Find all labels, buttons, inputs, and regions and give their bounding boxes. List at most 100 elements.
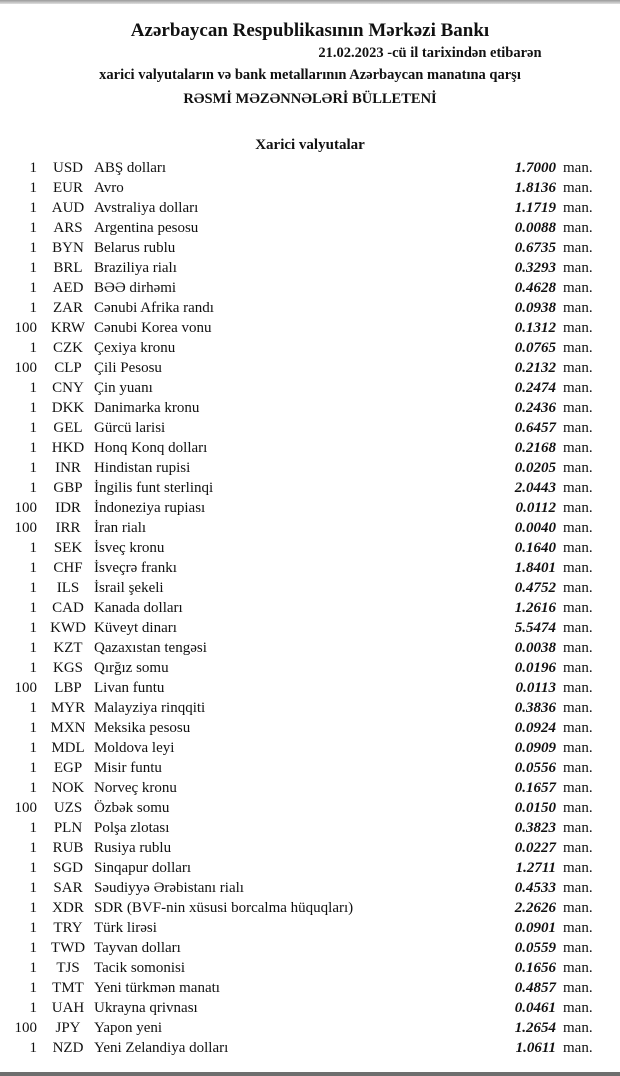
nominal-amount: 1 [29,1040,38,1056]
exchange-rate: 0.6735 [514,240,556,256]
currency-code: AED [52,280,84,296]
nominal-amount: 1 [29,540,38,556]
currency-unit: man. [563,800,593,816]
rate-row: 100 KRW Cənubi Korea vonu 0.1312 man. [0,318,620,338]
currency-name: Polşa zlotası [94,820,170,836]
rate-row: 1 TWD Tayvan dolları 0.0559 man. [0,938,620,958]
currency-name: Malayziya rinqqiti [94,700,206,716]
currency-name: Səudiyyə Ərəbistanı rialı [94,880,244,896]
currency-name: Avstraliya dolları [94,200,199,216]
currency-unit: man. [563,180,593,196]
nominal-amount: 1 [29,880,38,896]
currency-unit: man. [563,560,593,576]
exchange-rate: 0.1657 [514,780,556,796]
exchange-rate: 0.4628 [514,280,556,296]
currency-code: HKD [51,440,85,456]
nominal-amount: 1 [29,600,38,616]
rate-row: 1 UAH Ukrayna qrivnası 0.0461 man. [0,998,620,1018]
currency-unit: man. [563,500,593,516]
document-subtitle: xarici valyutaların və bank metallarının… [99,67,521,83]
currency-name: Norveç kronu [94,780,177,796]
nominal-amount: 1 [29,440,38,456]
currency-unit: man. [563,520,593,536]
currency-name: ABŞ dolları [94,160,167,176]
nominal-amount: 1 [29,300,38,316]
currency-unit: man. [563,360,593,376]
currency-code: TJS [56,960,80,976]
nominal-amount: 1 [29,760,38,776]
rate-row: 1 KGS Qırğız somu 0.0196 man. [0,658,620,678]
currency-code: UAH [51,1000,85,1016]
currency-code: NOK [51,780,85,796]
currency-unit: man. [563,1000,593,1016]
rate-row: 100 UZS Özbək somu 0.0150 man. [0,798,620,818]
exchange-rate: 0.0150 [514,800,556,816]
rate-row: 1 MDL Moldova leyi 0.0909 man. [0,738,620,758]
section-heading: Xarici valyutalar [255,137,365,153]
nominal-amount: 1 [29,660,38,676]
currency-code: KRW [50,320,86,336]
exchange-rate: 0.0112 [515,500,556,516]
currency-code: INR [55,460,81,476]
rate-row: 1 KZT Qazaxıstan tengəsi 0.0038 man. [0,638,620,658]
exchange-rate: 0.0088 [514,220,556,236]
nominal-amount: 100 [14,1020,38,1036]
exchange-rate: 0.3836 [514,700,556,716]
nominal-amount: 1 [29,820,38,836]
rate-row: 1 XDR SDR (BVF-nin xüsusi borcalma hüquqla… [0,898,620,918]
rate-row: 1 SAR Səudiyyə Ərəbistanı rialı 0.4533 man. [0,878,620,898]
nominal-amount: 100 [14,500,38,516]
currency-code: JPY [55,1020,81,1036]
currency-unit: man. [563,540,593,556]
exchange-rate: 0.0909 [514,740,556,756]
currency-code: SGD [52,860,83,876]
currency-unit: man. [563,220,593,236]
rate-row: 1 TRY Türk lirəsi 0.0901 man. [0,918,620,938]
nominal-amount: 1 [29,1000,38,1016]
nominal-amount: 1 [29,180,38,196]
currency-name: Ukrayna qrivnası [94,1000,198,1016]
bulletin-heading: RƏSMİ MƏZƏNNƏLƏRİ BÜLLETENİ [183,91,437,107]
rate-row: 1 NOK Norveç kronu 0.1657 man. [0,778,620,798]
currency-name: Honq Konq dolları [94,440,208,456]
currency-unit: man. [563,880,593,896]
currency-name: Türk lirəsi [94,920,157,936]
currency-unit: man. [563,760,593,776]
currency-name: Çin yuanı [94,380,153,396]
currency-unit: man. [563,900,593,916]
nominal-amount: 1 [29,480,38,496]
nominal-amount: 1 [29,860,38,876]
rate-row: 1 DKK Danimarka kronu 0.2436 man. [0,398,620,418]
exchange-rate: 0.1640 [514,540,556,556]
rate-row: 1 GEL Gürcü larisi 0.6457 man. [0,418,620,438]
currency-code: DKK [51,400,85,416]
nominal-amount: 100 [14,680,38,696]
exchange-rate: 0.1656 [514,960,556,976]
rate-row: 100 JPY Yapon yeni 1.2654 man. [0,1018,620,1038]
currency-name: Tacik somonisi [94,960,186,976]
currency-name: Özbək somu [94,800,170,816]
currency-code: ILS [56,580,80,596]
rates-table: 1 USD ABŞ dolları 1.7000 man. 1 EUR Avro 1.8136 m… [0,158,620,1058]
currency-unit: man. [563,580,593,596]
currency-name: İsveçrə frankı [94,560,177,576]
currency-name: İsveç kronu [94,540,165,556]
currency-name: Yapon yeni [94,1020,163,1036]
exchange-rate: 2.2626 [514,900,556,916]
nominal-amount: 1 [29,160,38,176]
currency-unit: man. [563,1040,593,1056]
currency-unit: man. [563,920,593,936]
exchange-rate: 1.8401 [514,560,556,576]
currency-unit: man. [563,260,593,276]
currency-unit: man. [563,960,593,976]
nominal-amount: 1 [29,420,38,436]
exchange-rate: 0.2132 [514,360,556,376]
nominal-amount: 1 [29,960,38,976]
currency-unit: man. [563,720,593,736]
exchange-rate: 0.4752 [514,580,556,596]
rate-row: 1 NZD Yeni Zelandiya dolları 1.0611 man. [0,1038,620,1058]
currency-unit: man. [563,740,593,756]
currency-unit: man. [563,380,593,396]
exchange-rate: 0.0461 [514,1000,556,1016]
document-title: Azərbaycan Respublikasının Mərkəzi Bankı [130,20,490,41]
